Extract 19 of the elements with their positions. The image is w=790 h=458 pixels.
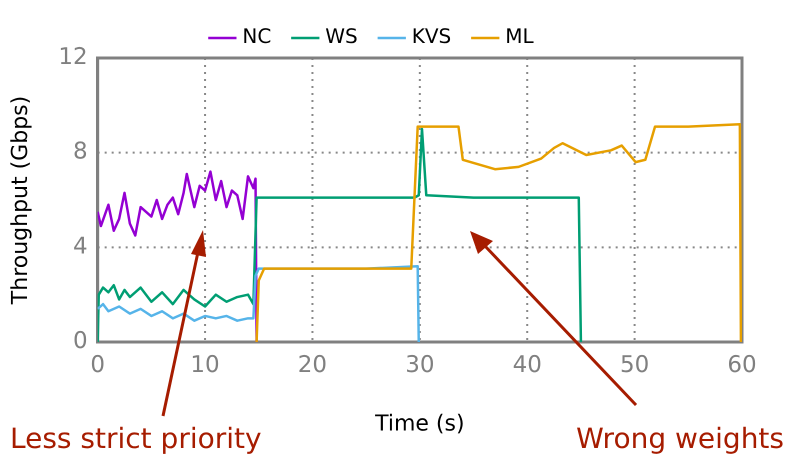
x-tick-label: 50	[620, 352, 650, 378]
legend-label: ML	[505, 24, 534, 48]
text: Wrong weights	[576, 422, 784, 455]
x-axis-title: Time (s)	[374, 412, 465, 437]
x-tick-label: 60	[727, 352, 757, 378]
x-tick-label: 30	[405, 352, 434, 378]
y-axis-title: Throughput (Gbps)	[8, 96, 33, 306]
x-tick-label: 20	[298, 352, 328, 378]
text: Less strict priority	[10, 422, 262, 455]
legend-label: WS	[325, 24, 358, 48]
x-tick-label: 10	[190, 352, 220, 378]
legend-label: KVS	[412, 24, 452, 48]
x-tick-label: 40	[512, 352, 542, 378]
y-tick-label: 8	[73, 138, 88, 165]
y-tick-label: 12	[58, 44, 88, 70]
y-tick-label: 4	[73, 233, 88, 260]
y-tick-label: 0	[73, 328, 88, 354]
x-tick-label: 0	[90, 352, 105, 378]
legend-label: NC	[242, 24, 272, 48]
